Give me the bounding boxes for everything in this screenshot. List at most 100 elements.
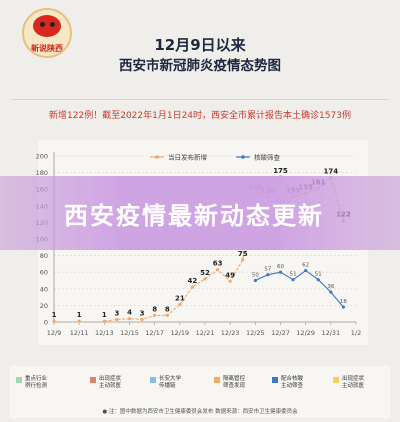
x-tick-label: 12/19 xyxy=(170,329,189,337)
footer-note: ● 注：图中数据为西安市卫生健康委员会发布 数据来源：西安市卫生健康委员会 xyxy=(102,409,298,415)
legend-item: 出现症状 主动就医 xyxy=(333,376,364,390)
data-point xyxy=(291,278,295,282)
data-label: 21 xyxy=(175,295,185,303)
logo-eye-icon xyxy=(50,22,55,27)
x-tick-label: 1/2 xyxy=(351,329,361,337)
legend-item: 长安大学 传播链 xyxy=(150,376,181,390)
data-label: 1 xyxy=(102,311,107,319)
chart-title: 西安市新冠肺炎疫情态势图 xyxy=(119,58,281,74)
legend-marker xyxy=(241,155,245,159)
logo-eye-icon xyxy=(40,22,45,27)
legend-swatch xyxy=(272,377,278,383)
data-label: 42 xyxy=(188,277,198,285)
data-label: 1 xyxy=(77,311,82,319)
x-tick-label: 12/13 xyxy=(95,329,114,337)
data-label: 51 xyxy=(315,272,322,278)
data-label: 174 xyxy=(324,168,339,176)
data-point xyxy=(316,278,320,282)
legend-item: 隔离管控 筛查发现 xyxy=(214,376,245,390)
legend-marker xyxy=(155,155,159,159)
data-point xyxy=(266,273,270,277)
legend-item: 配合核酸 主动筛查 xyxy=(272,376,303,390)
data-label: 63 xyxy=(213,260,223,268)
data-label: 52 xyxy=(200,269,210,277)
data-label: 175 xyxy=(273,167,288,175)
data-point xyxy=(203,277,207,281)
data-point xyxy=(215,268,220,272)
logo: 新说陕西 xyxy=(22,8,72,58)
data-point xyxy=(329,290,333,294)
divider xyxy=(12,99,388,100)
y-tick-label: 80 xyxy=(40,252,48,260)
data-label: 3 xyxy=(114,310,119,318)
x-tick-label: 12/29 xyxy=(296,329,315,337)
x-tick-label: 12/23 xyxy=(221,329,240,337)
data-label: 50 xyxy=(252,273,259,279)
data-point xyxy=(241,258,245,262)
data-point xyxy=(52,319,56,323)
y-tick-label: 0 xyxy=(44,319,48,327)
logo-mascot-icon xyxy=(33,15,61,37)
data-point xyxy=(341,305,346,309)
data-point xyxy=(178,302,182,307)
legend-label: 当日发布新增 xyxy=(168,153,207,162)
data-label: 60 xyxy=(277,264,284,270)
x-tick-label: 12/21 xyxy=(196,329,215,337)
legend-swatch xyxy=(16,377,22,383)
data-point xyxy=(140,317,144,322)
data-label: 1 xyxy=(52,311,57,319)
legend-swatch xyxy=(150,377,156,383)
data-label: 51 xyxy=(290,272,297,278)
x-tick-label: 12/31 xyxy=(321,329,340,337)
y-tick-label: 180 xyxy=(36,169,48,177)
chart-title-date: 12月9日以来 xyxy=(154,36,246,54)
legend-item: 出现症状 主动就医 xyxy=(90,376,121,390)
data-label: 18 xyxy=(340,299,347,305)
legend-item-label: 重点行业 例行检测 xyxy=(25,376,48,389)
data-label: 49 xyxy=(225,271,235,279)
series-line-2 xyxy=(255,269,344,308)
headline-banner xyxy=(0,176,400,250)
data-label: 75 xyxy=(238,250,248,258)
data-point xyxy=(115,317,119,322)
y-tick-label: 200 xyxy=(36,153,48,161)
series-line-1 xyxy=(104,175,344,322)
legend-swatch xyxy=(333,377,339,383)
x-tick-label: 12/9 xyxy=(47,329,62,337)
legend-label: 核酸筛查 xyxy=(254,153,281,162)
data-label: 62 xyxy=(302,263,309,269)
legend-item-label: 隔离管控 筛查发现 xyxy=(223,376,246,389)
x-tick-label: 12/11 xyxy=(70,329,89,337)
data-point xyxy=(102,319,106,323)
data-label: 8 xyxy=(152,305,157,313)
data-point xyxy=(77,319,81,323)
data-label: 57 xyxy=(264,267,271,273)
data-label: 8 xyxy=(165,305,170,313)
y-tick-label: 40 xyxy=(40,285,48,293)
data-point xyxy=(190,285,195,289)
legend-swatch xyxy=(214,377,220,383)
x-tick-label: 12/27 xyxy=(271,329,290,337)
x-tick-label: 12/17 xyxy=(145,329,164,337)
data-label: 4 xyxy=(127,309,132,317)
data-label: 36 xyxy=(327,284,334,290)
logo-text: 新说陕西 xyxy=(31,44,63,53)
legend-item-label: 出现症状 主动就医 xyxy=(342,376,365,389)
legend-item-label: 配合核酸 主动筛查 xyxy=(281,376,304,389)
data-point xyxy=(228,279,232,283)
source-legend-panel xyxy=(10,366,390,418)
data-point xyxy=(278,270,283,274)
legend-swatch xyxy=(90,377,96,383)
data-point xyxy=(304,268,308,273)
x-tick-label: 12/15 xyxy=(120,329,139,337)
y-tick-label: 20 xyxy=(40,302,48,310)
legend-item: 重点行业 例行检测 xyxy=(16,376,47,390)
legend-item-label: 出现症状 主动就医 xyxy=(99,376,122,389)
data-point xyxy=(253,278,257,283)
x-tick-label: 12/25 xyxy=(246,329,265,337)
data-point xyxy=(153,313,157,317)
headline-banner-text: 西安疫情最新动态更新 xyxy=(64,202,324,230)
summary-note: 新增122例！截至2022年1月1日24时，西安全市累计报告本土确诊1573例 xyxy=(49,111,351,121)
y-tick-label: 60 xyxy=(40,269,48,277)
data-label: 3 xyxy=(140,310,145,318)
